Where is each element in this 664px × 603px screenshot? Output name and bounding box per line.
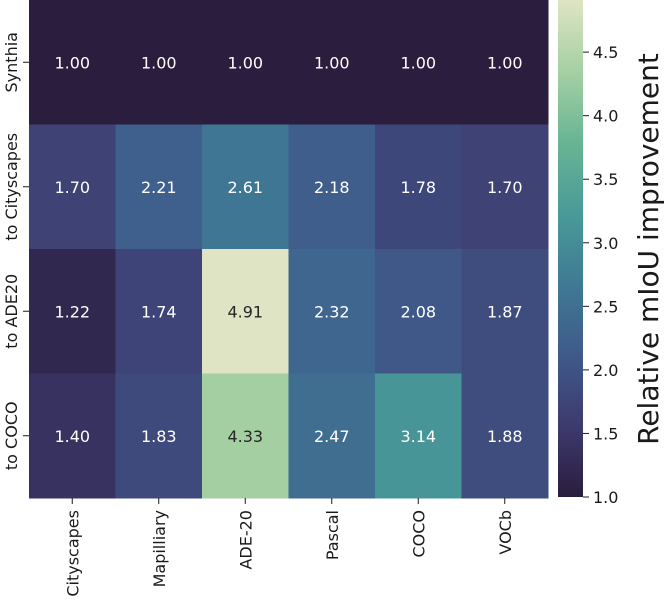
- y-tick-label: to Cityscapes: [2, 133, 21, 241]
- x-tick-label: Cityscapes: [63, 510, 82, 597]
- cell-value-label: 1.40: [54, 427, 90, 446]
- colorbar-tick-label: 3.0: [593, 234, 618, 253]
- heatmap-cell: [29, 373, 116, 499]
- heatmap-cell: [288, 249, 376, 374]
- colorbar: [558, 0, 583, 497]
- heatmap-cells: 1.00 1.00 1.00 1.00 1.00 1.00 1.70 2.21 2.61 2.18…: [29, 0, 549, 499]
- colorbar-tick-label: 2.0: [593, 361, 618, 380]
- heatmap-cell: [461, 124, 549, 250]
- heatmap-cell: [288, 124, 376, 250]
- colorbar-tick-label: 4.0: [593, 107, 618, 126]
- x-tick-label: VOCb: [496, 510, 515, 555]
- cell-value-label: 1.00: [400, 53, 436, 72]
- y-tick-label: to COCO: [2, 401, 21, 470]
- heatmap-cell: [29, 249, 116, 374]
- heatmap-cell: [202, 249, 289, 374]
- x-tick-label: Pascal: [323, 510, 342, 560]
- cell-value-label: 4.33: [227, 427, 263, 446]
- cell-value-label: 1.00: [54, 53, 90, 72]
- cell-value-label: 2.21: [141, 178, 177, 197]
- cell-value-label: 2.61: [227, 178, 263, 197]
- heatmap-cell: [461, 249, 549, 374]
- heatmap-cell: [375, 373, 462, 499]
- cell-value-label: 1.00: [141, 53, 177, 72]
- colorbar-tick-label: 4.5: [593, 43, 618, 62]
- cell-value-label: 2.08: [400, 302, 436, 321]
- heatmap-cell: [29, 124, 116, 250]
- heatmap-cell: [461, 373, 549, 499]
- y-axis-ticks: Synthia to Cityscapes to ADE20 to COCO: [2, 32, 29, 470]
- heatmap-cell: [115, 249, 203, 374]
- cell-value-label: 1.00: [487, 53, 523, 72]
- y-tick-label: to ADE20: [2, 274, 21, 349]
- cell-value-label: 1.00: [314, 53, 350, 72]
- y-tick-label: Synthia: [2, 32, 21, 92]
- cell-value-label: 1.00: [227, 53, 263, 72]
- heatmap-cell: [375, 0, 462, 125]
- cell-value-label: 1.74: [141, 302, 177, 321]
- colorbar-tick-label: 3.5: [593, 170, 618, 189]
- cell-value-label: 2.32: [314, 302, 350, 321]
- heatmap-cell: [288, 373, 376, 499]
- cell-value-label: 4.91: [227, 302, 263, 321]
- colorbar-tick-label: 1.5: [593, 424, 618, 443]
- x-axis-ticks: Cityscapes Mapilliary ADE-20 Pascal COCO VOCb: [63, 498, 515, 597]
- x-tick-label: ADE-20: [236, 510, 255, 570]
- cell-value-label: 1.22: [54, 302, 90, 321]
- cell-value-label: 1.70: [487, 178, 523, 197]
- colorbar-ticks: 1.0 1.5 2.0 2.5 3.0 3.5 4.0 4.5: [583, 43, 618, 507]
- heatmap-cell: [29, 0, 116, 125]
- heatmap-cell: [288, 0, 376, 125]
- cell-value-label: 1.87: [487, 302, 523, 321]
- heatmap-cell: [375, 124, 462, 250]
- heatmap-cell: [202, 0, 289, 125]
- x-tick-label: COCO: [409, 510, 428, 558]
- heatmap-cell: [202, 124, 289, 250]
- cell-value-label: 1.78: [400, 178, 436, 197]
- cell-value-label: 1.70: [54, 178, 90, 197]
- cell-value-label: 3.14: [400, 427, 436, 446]
- heatmap-cell: [375, 249, 462, 374]
- cell-value-label: 1.83: [141, 427, 177, 446]
- heatmap-cell: [115, 0, 203, 125]
- cell-value-label: 2.47: [314, 427, 350, 446]
- colorbar-tick-label: 2.5: [593, 297, 618, 316]
- x-tick-label: Mapilliary: [150, 510, 169, 587]
- heatmap-cell: [461, 0, 549, 125]
- cell-value-label: 1.88: [487, 427, 523, 446]
- heatmap-cell: [115, 124, 203, 250]
- heatmap-cell: [202, 373, 289, 499]
- colorbar-label: Relative mIoU improvement: [632, 53, 664, 445]
- colorbar-tick-label: 1.0: [593, 488, 618, 507]
- cell-value-label: 2.18: [314, 178, 350, 197]
- heatmap-cell: [115, 373, 203, 499]
